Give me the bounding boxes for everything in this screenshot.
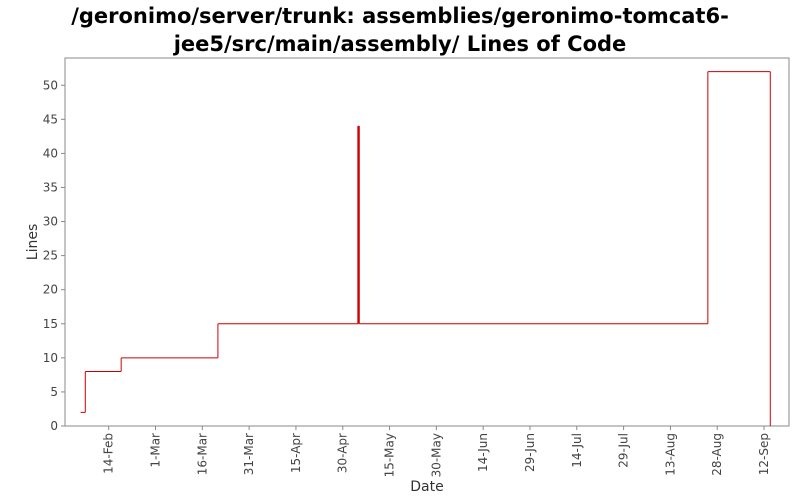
x-tick-label: 30-Apr [336,433,350,473]
series-layer [80,71,771,426]
y-axis-ticks: 0 5 10 15 20 25 30 35 40 45 50 [43,78,65,433]
y-tick-label: 20 [43,283,58,297]
x-axis-ticks: 14-Feb 1-Mar 16-Mar 31-Mar 15-Apr 30-Apr 15-Ma… [102,426,771,477]
chart-title-line-2: jee5/src/main/assembly/ Lines of Code [173,32,627,56]
x-tick-label: 15-May [383,433,397,477]
y-tick-label: 10 [43,351,58,365]
y-tick-label: 45 [43,112,58,126]
x-tick-label: 31-Mar [242,433,256,475]
y-tick-label: 0 [50,419,58,433]
y-tick-label: 50 [43,78,58,92]
x-tick-label: 29-Jun [523,433,537,472]
x-tick-label: 14-Jul [570,433,584,468]
chart-title-line-1: /geronimo/server/trunk: assemblies/geron… [71,4,729,28]
y-tick-label: 40 [43,146,58,160]
x-axis-title: Date [410,479,443,495]
y-tick-label: 5 [50,385,58,399]
plot-area [64,57,790,427]
x-tick-label: 15-Apr [289,433,303,473]
x-tick-label: 30-May [429,433,443,477]
x-tick-label: 13-Aug [663,433,677,476]
x-tick-label: 16-Mar [195,433,209,475]
y-tick-label: 35 [43,180,58,194]
x-tick-label: 12-Sep [757,433,771,475]
y-tick-label: 25 [43,249,58,263]
x-tick-label: 28-Aug [710,433,724,476]
y-tick-label: 30 [43,215,58,229]
x-tick-label: 1-Mar [149,433,163,468]
x-tick-label: 29-Jul [617,433,631,468]
y-tick-label: 15 [43,317,58,331]
chart-title: /geronimo/server/trunk: assemblies/geron… [0,2,800,58]
x-tick-label: 14-Jun [476,433,490,472]
y-axis-title: Lines [25,224,41,260]
x-tick-label: 14-Feb [102,433,116,474]
